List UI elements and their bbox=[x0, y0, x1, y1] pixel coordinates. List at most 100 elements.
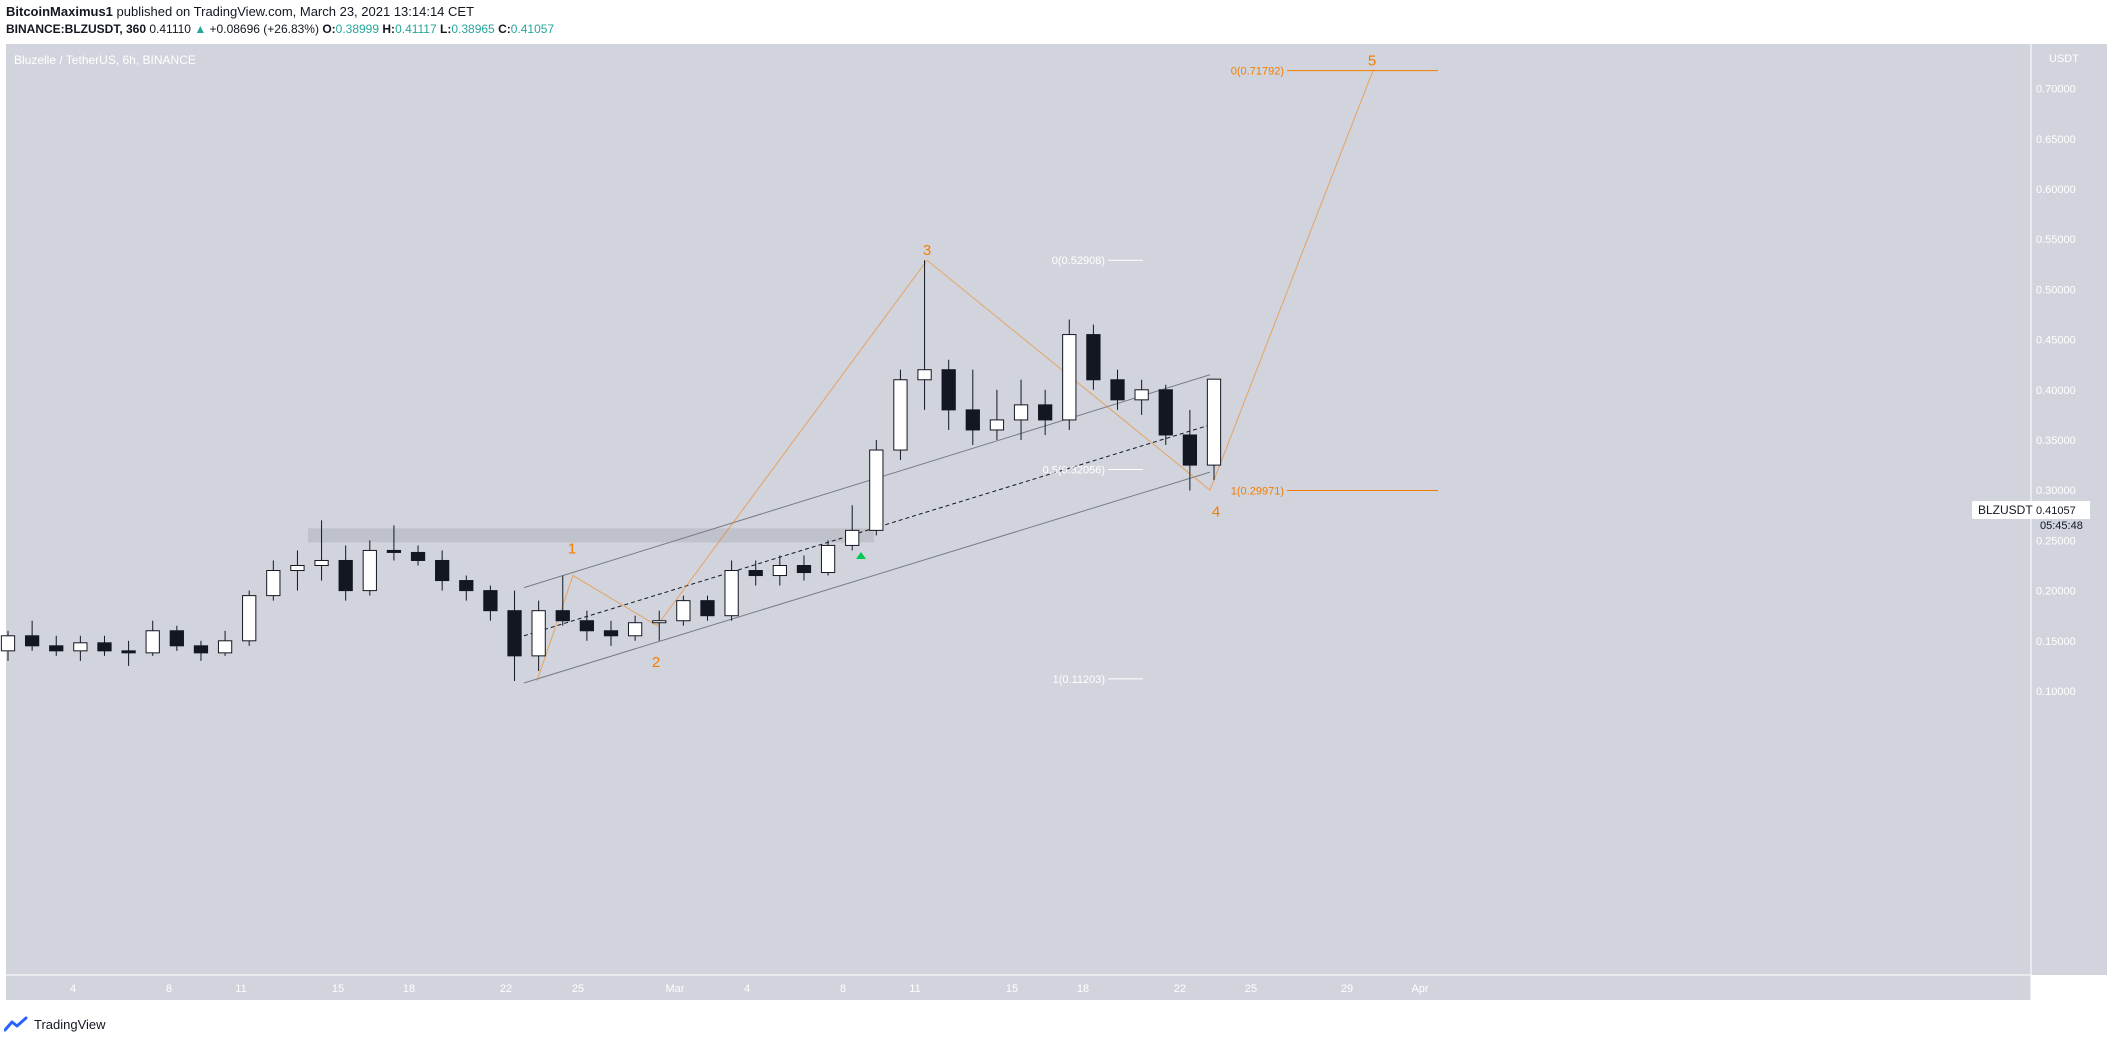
wave-label: 2 bbox=[652, 654, 660, 671]
fib-label: 0(0.71792) bbox=[1231, 66, 1284, 78]
x-tick-label: 4 bbox=[744, 983, 750, 995]
triangle-up-icon: ▲ bbox=[194, 22, 207, 36]
x-axis-ticks: 4 8 11 15 18 22 25 Mar 4 8 11 15 18 22 25 29 Apr bbox=[70, 983, 1429, 995]
x-tick-label: 15 bbox=[1006, 983, 1018, 995]
y-tick-label: 0.60000 bbox=[2036, 184, 2076, 196]
annotation-labels: 1 2 3 4 5 0(0.52908) 0.5(0.32056) 1(0.11203) 0(0… bbox=[568, 52, 1376, 685]
low-value: 0.38965 bbox=[451, 22, 495, 36]
x-tick-label: 25 bbox=[572, 983, 584, 995]
candle-body bbox=[483, 590, 498, 612]
close-value: 0.41057 bbox=[510, 22, 555, 36]
candle-body bbox=[193, 645, 209, 654]
open-value: 0.38999 bbox=[335, 22, 380, 36]
low-label: L: bbox=[440, 22, 452, 36]
chart-pane[interactable] bbox=[6, 44, 2031, 975]
last-price: 0.41110 bbox=[149, 22, 191, 36]
wave-label: 3 bbox=[923, 242, 931, 259]
candle-body bbox=[121, 650, 136, 654]
candle-body bbox=[989, 419, 1005, 431]
candle-body bbox=[700, 600, 715, 617]
fib-label: 0.5(0.32056) bbox=[1043, 465, 1105, 477]
x-tick-label: 22 bbox=[500, 983, 512, 995]
x-tick-label: Mar bbox=[666, 983, 685, 995]
candle-body bbox=[652, 620, 667, 624]
candle-body bbox=[338, 559, 353, 592]
symbol-label: BINANCE:BLZUSDT, 360 bbox=[6, 22, 147, 36]
high-value: 0.41117 bbox=[395, 22, 437, 36]
x-tick-label: 29 bbox=[1341, 983, 1353, 995]
candle-body bbox=[435, 559, 450, 582]
candle-body bbox=[1110, 379, 1125, 401]
candle-body bbox=[97, 642, 112, 652]
y-tick-label: 0.40000 bbox=[2036, 385, 2076, 397]
x-tick-label: 25 bbox=[1245, 983, 1257, 995]
candle-body bbox=[1038, 404, 1053, 421]
last-price-countdown: 05:45:48 bbox=[2040, 520, 2083, 532]
candle-body bbox=[893, 379, 908, 451]
fib-label: 1(0.29971) bbox=[1231, 485, 1284, 497]
author-name[interactable]: BitcoinMaximus1 bbox=[6, 4, 113, 19]
candle-body bbox=[869, 449, 884, 531]
x-tick-label: 22 bbox=[1174, 983, 1186, 995]
x-tick-label: 8 bbox=[840, 983, 846, 995]
last-price-value: 0.41057 bbox=[2036, 505, 2076, 517]
y-tick-label: 0.25000 bbox=[2036, 535, 2076, 547]
candle-body bbox=[73, 642, 88, 652]
channel-mid-line bbox=[523, 424, 1211, 637]
candle-body bbox=[290, 565, 305, 572]
y-tick-label: 0.50000 bbox=[2036, 284, 2076, 296]
candle-body bbox=[1062, 334, 1077, 421]
candle-body bbox=[49, 645, 64, 652]
channel-upper-line bbox=[523, 374, 1211, 589]
x-tick-label: 8 bbox=[166, 983, 172, 995]
y-tick-label: 0.35000 bbox=[2036, 435, 2076, 447]
resistance-zone bbox=[308, 528, 874, 543]
wave-label: 5 bbox=[1368, 52, 1376, 69]
x-tick-label: 18 bbox=[1077, 983, 1089, 995]
candle-body bbox=[362, 549, 377, 592]
candle-body bbox=[772, 565, 787, 577]
candle-body bbox=[917, 369, 932, 381]
candle-body bbox=[676, 600, 691, 622]
y-tick-label: 0.65000 bbox=[2036, 134, 2076, 146]
candle-body bbox=[217, 640, 233, 654]
candle-body bbox=[579, 620, 595, 632]
currency-label: USDT bbox=[2049, 53, 2079, 65]
candle-body bbox=[603, 630, 619, 637]
candle-body bbox=[507, 610, 522, 657]
y-tick-label: 0.20000 bbox=[2036, 586, 2076, 598]
candle-body bbox=[386, 549, 402, 553]
footer-brand[interactable]: TradingView bbox=[4, 1014, 106, 1034]
wave-label: 4 bbox=[1212, 503, 1220, 520]
candle-body bbox=[748, 570, 763, 577]
candle-body bbox=[1086, 334, 1101, 381]
candle-body bbox=[24, 635, 40, 647]
last-price-symbol-box bbox=[1972, 501, 2034, 519]
x-tick-label: 4 bbox=[70, 983, 76, 995]
candle-body bbox=[266, 570, 281, 597]
open-label: O: bbox=[322, 22, 336, 36]
price-change: +0.08696 (+26.83%) bbox=[209, 22, 319, 36]
x-tick-label: 11 bbox=[235, 983, 246, 995]
publish-date: published on TradingView.com, March 23, … bbox=[116, 4, 475, 19]
candle-body bbox=[1013, 404, 1029, 421]
y-tick-label: 0.15000 bbox=[2036, 636, 2076, 648]
candle-body bbox=[0, 635, 16, 652]
time-axis[interactable] bbox=[6, 975, 2031, 1000]
fib-label: 0(0.52908) bbox=[1052, 255, 1105, 267]
candle-body bbox=[145, 630, 160, 654]
last-price-symbol: BLZUSDT bbox=[1978, 503, 2033, 517]
y-tick-label: 0.30000 bbox=[2036, 485, 2076, 497]
candle-body bbox=[314, 559, 329, 566]
y-tick-label: 0.45000 bbox=[2036, 335, 2076, 347]
close-label: C: bbox=[498, 22, 511, 36]
candle-body bbox=[941, 369, 956, 411]
y-tick-label: 0.10000 bbox=[2036, 686, 2076, 698]
candle-body bbox=[410, 551, 426, 561]
ohlc-line: BINANCE:BLZUSDT, 360 0.41110 ▲ +0.08696 … bbox=[6, 22, 554, 36]
wave-label: 1 bbox=[568, 540, 576, 557]
candle-body bbox=[1158, 389, 1173, 436]
x-tick-label: 18 bbox=[403, 983, 415, 995]
y-axis-ticks: 0.10000 0.15000 0.20000 0.25000 0.30000 0.350… bbox=[2036, 84, 2076, 698]
